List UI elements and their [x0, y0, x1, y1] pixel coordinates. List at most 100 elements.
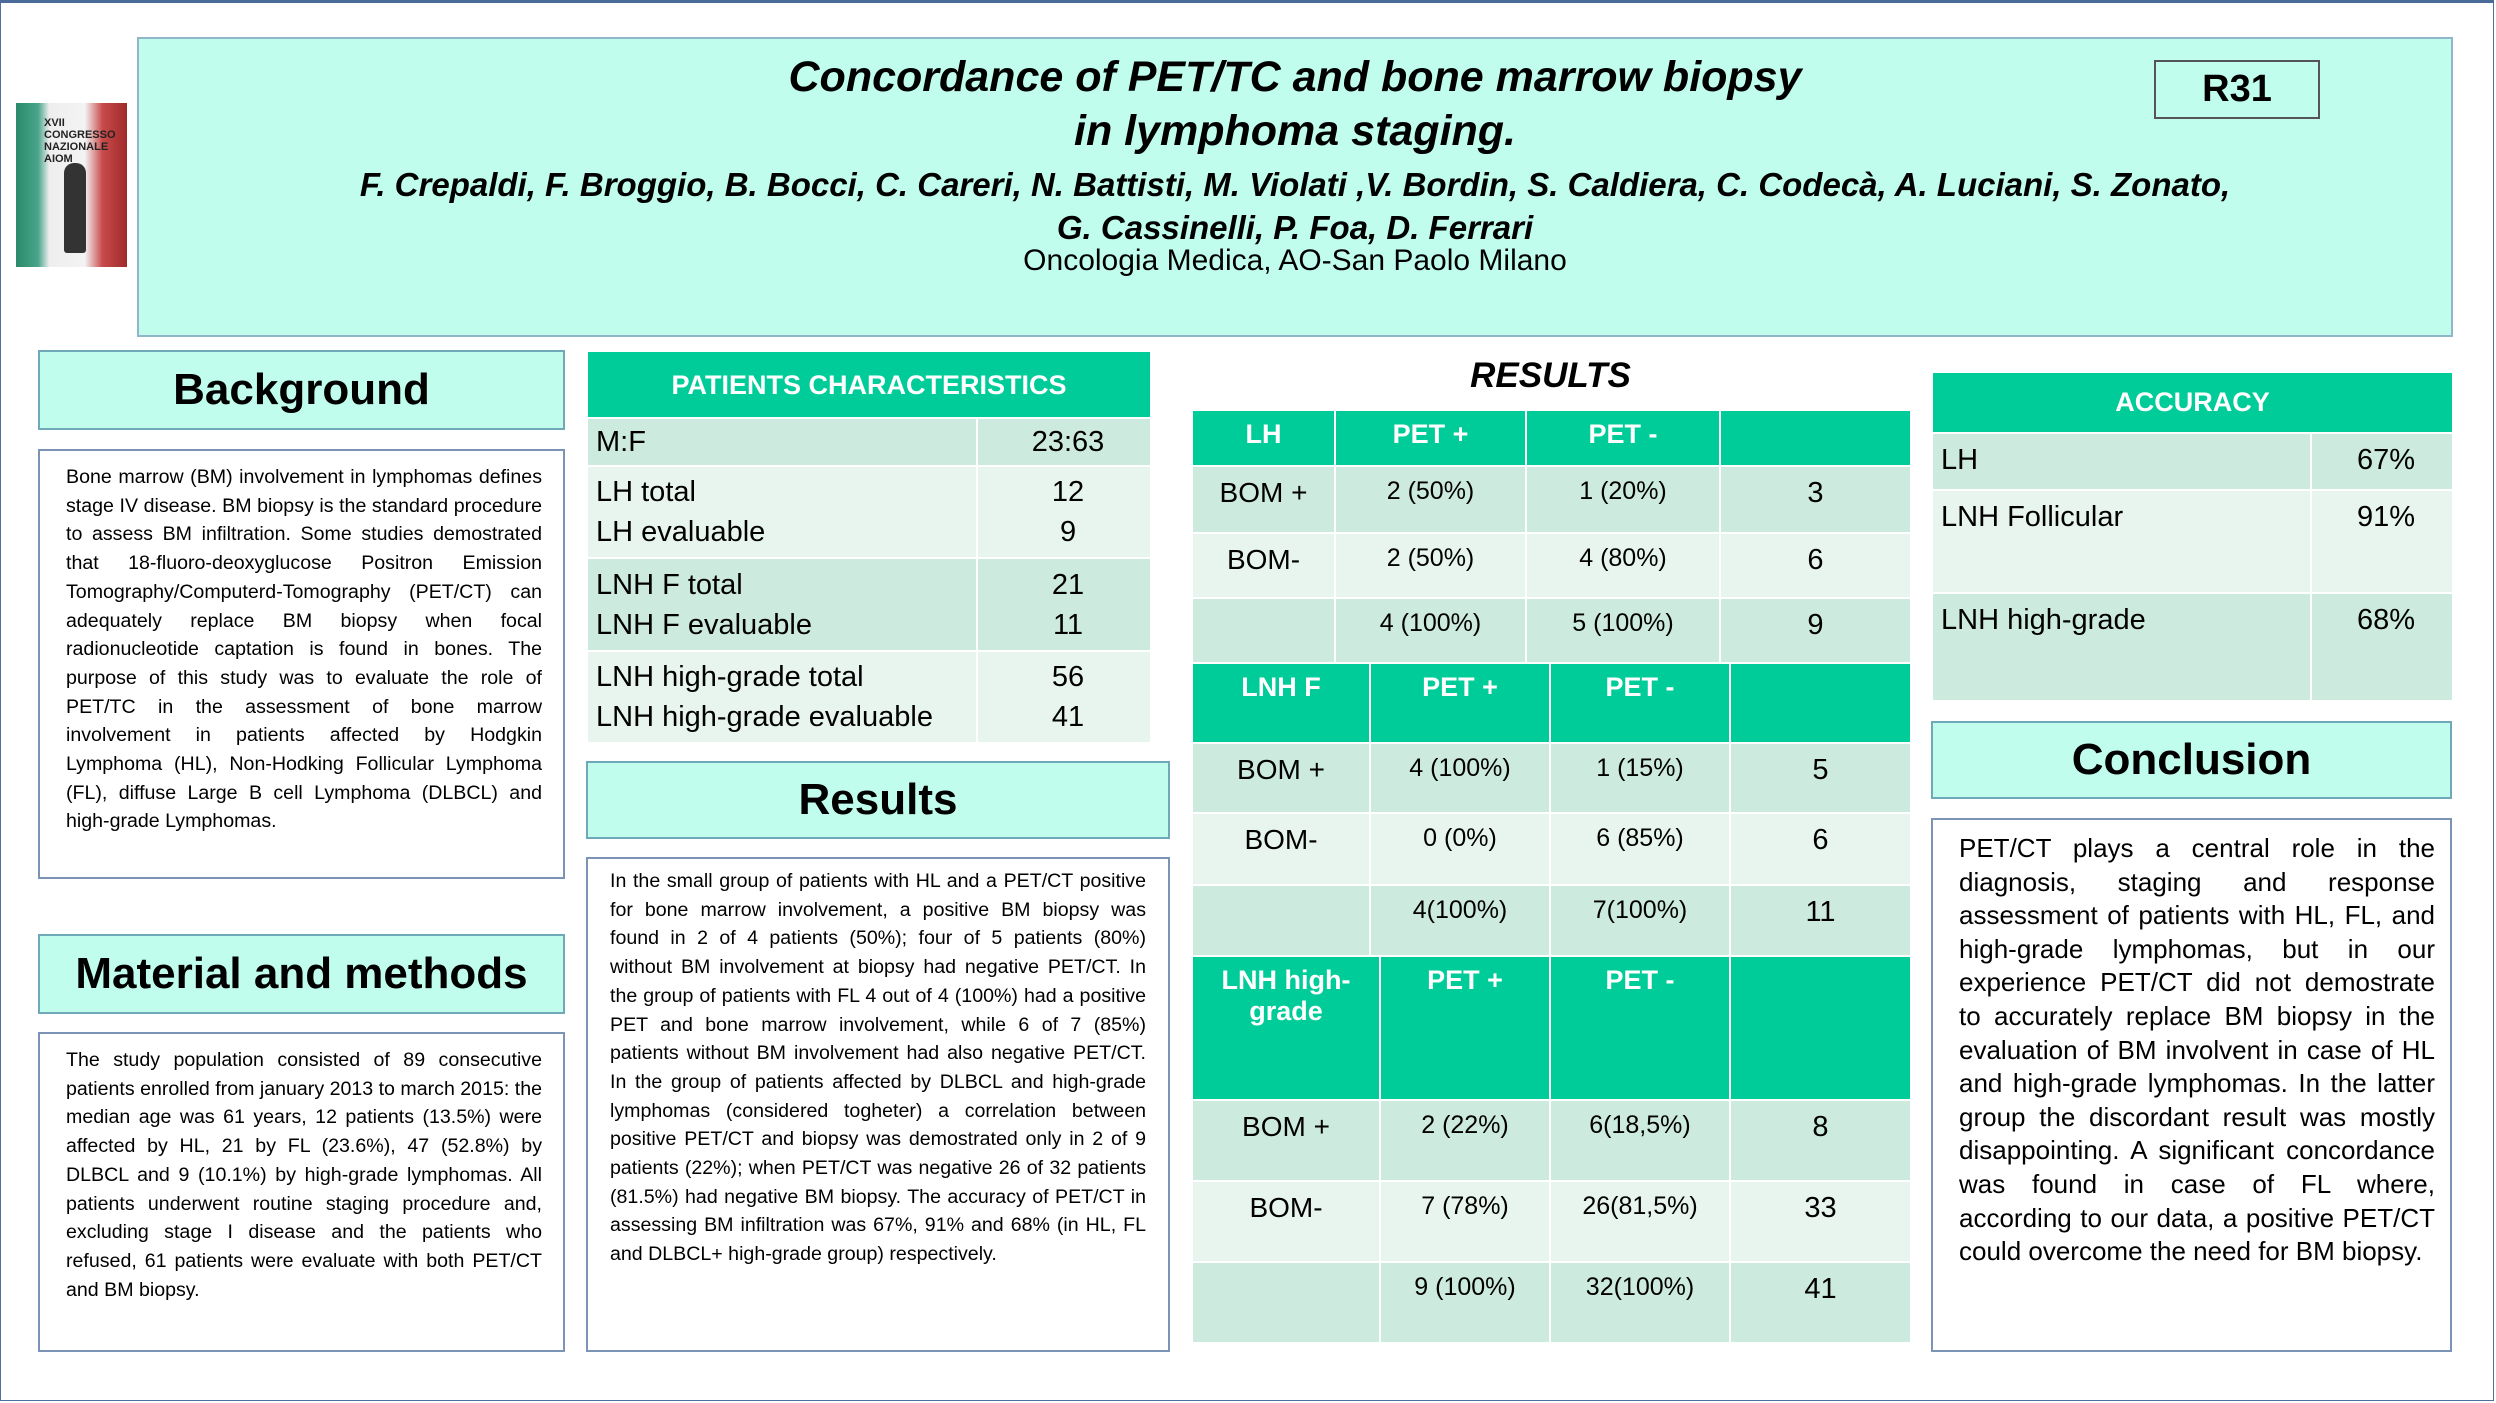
table-cell: 1 (20%) — [1525, 465, 1721, 534]
row-label: BOM + — [1191, 1099, 1381, 1182]
table-row: BOM- 0 (0%) 6 (85%) 6 — [1191, 812, 1912, 886]
results-text-heading: Results — [586, 761, 1170, 839]
logo-text: XVII CONGRESSO NAZIONALE AIOM — [44, 117, 116, 165]
accuracy-table: ACCURACY LH 67% LNH Follicular 91% LNH high-g… — [1931, 371, 2454, 702]
value-line: 56 — [1051, 661, 1085, 693]
table-cell: 9 — [1719, 597, 1912, 664]
row-label: LNH high-grade total LNH high-grade evalu… — [586, 650, 978, 744]
results-table-lnh-high-grade: LNH high-grade PET + PET - BOM +2 (22%) 6(18… — [1191, 955, 1912, 1344]
results-text-box: In the small group of patients with HL a… — [586, 857, 1170, 1352]
column-header — [1729, 662, 1912, 744]
table-header-row: ACCURACY — [1931, 371, 2454, 434]
column-header: PET - — [1525, 409, 1721, 467]
authors-line2: G. Cassinelli, P. Foa, D. Ferrari — [1056, 209, 1534, 246]
background-heading: Background — [38, 350, 565, 430]
affiliation: Oncologia Medica, AO-San Paolo Milano — [1023, 244, 1567, 277]
row-label — [1191, 597, 1336, 664]
table-cell: 4(100%) — [1369, 884, 1551, 957]
results-text: In the small group of patients with HL a… — [610, 870, 1146, 1266]
row-label: BOM- — [1191, 532, 1336, 599]
table-header-row: LH PET + PET - — [1191, 409, 1912, 467]
table-cell: 6 — [1719, 532, 1912, 599]
column-header — [1729, 955, 1912, 1101]
row-label: BOM- — [1191, 812, 1371, 886]
table-cell: 11 — [1729, 884, 1912, 957]
table-cell: 8 — [1729, 1099, 1912, 1182]
row-value: 56 41 — [975, 650, 1153, 744]
results-tables-heading: RESULTS — [1470, 356, 1631, 395]
table-cell: 41 — [1729, 1261, 1912, 1344]
conclusion-heading: Conclusion — [1931, 721, 2452, 799]
table-cell: 4 (100%) — [1369, 742, 1551, 814]
row-value: 23:63 — [975, 417, 1153, 467]
patients-characteristics-table: PATIENTS CHARACTERISTICS M:F 23:63 LH total… — [585, 350, 1153, 744]
label-line: LNH high-grade total — [596, 661, 864, 693]
label-line: LH total — [596, 476, 696, 508]
value-line: 23:63 — [1031, 426, 1105, 458]
table-cell: 6 (85%) — [1549, 812, 1731, 886]
value-line: 9 — [1059, 516, 1077, 548]
conclusion-text: PET/CT plays a central role in the diagn… — [1959, 833, 2435, 1267]
table-header-row: LNH high-grade PET + PET - — [1191, 955, 1912, 1101]
poster-header: Concordance of PET/TC and bone marrow bi… — [137, 37, 2453, 337]
logo-figure-icon — [64, 163, 86, 253]
table-cell: 2 (22%) — [1379, 1099, 1551, 1182]
column-header: PET - — [1549, 955, 1731, 1101]
table-cell: 5 — [1729, 742, 1912, 814]
results-table-lnh-f: LNH F PET + PET - BOM +4 (100%) 1 (15%) 5 BOM-… — [1191, 662, 1912, 957]
row-value: 12 9 — [975, 465, 1153, 559]
row-label — [1191, 1261, 1381, 1344]
table-cell: 4 (100%) — [1334, 597, 1527, 664]
background-text: Bone marrow (BM) involvement in lymphoma… — [66, 466, 542, 833]
row-label: LH — [1931, 432, 2312, 491]
row-value: 91% — [2310, 489, 2454, 594]
table-cell: 3 — [1719, 465, 1912, 534]
table-cell: 7 (78%) — [1379, 1180, 1551, 1263]
authors-line1: F. Crepaldi, F. Broggio, B. Bocci, C. Ca… — [359, 166, 2231, 203]
table-cell: 1 (15%) — [1549, 742, 1731, 814]
congress-logo: XVII CONGRESSO NAZIONALE AIOM — [16, 103, 127, 267]
row-value: 67% — [2310, 432, 2454, 491]
table-row: LH total LH evaluable 12 9 — [586, 465, 1153, 559]
column-header: PET + — [1379, 955, 1551, 1101]
table-cell: 4 (80%) — [1525, 532, 1721, 599]
table-row: BOM +2 (22%) 6(18,5%) 8 — [1191, 1099, 1912, 1182]
label-line: LNH high-grade evaluable — [596, 701, 933, 733]
table-row: BOM +4 (100%) 1 (15%) 5 — [1191, 742, 1912, 814]
label-line: M:F — [596, 426, 646, 458]
table-row: 4 (100%) 5 (100%) 9 — [1191, 597, 1912, 664]
column-header: PET + — [1334, 409, 1527, 467]
row-label: LH total LH evaluable — [586, 465, 978, 559]
methods-text: The study population consisted of 89 con… — [66, 1049, 542, 1301]
table-row: BOM +2 (50%) 1 (20%) 3 — [1191, 465, 1912, 534]
row-label: M:F — [586, 417, 978, 467]
table-cell: 6 — [1729, 812, 1912, 886]
value-line: 12 — [1051, 476, 1085, 508]
row-value: 68% — [2310, 592, 2454, 702]
row-label: LNH Follicular — [1931, 489, 2312, 594]
column-header: PET + — [1369, 662, 1551, 744]
table-header-row: LNH F PET + PET - — [1191, 662, 1912, 744]
row-label: BOM + — [1191, 465, 1336, 534]
column-header: LNH high-grade — [1191, 955, 1381, 1101]
poster-code: R31 — [2154, 60, 2320, 119]
row-label: LNH high-grade — [1931, 592, 2312, 702]
value-line: 11 — [1052, 608, 1084, 641]
table-cell: 33 — [1729, 1180, 1912, 1263]
methods-box: The study population consisted of 89 con… — [38, 1032, 565, 1352]
table-row: LH 67% — [1931, 432, 2454, 491]
column-header: LH — [1191, 409, 1336, 467]
table-row: LNH F total LNH F evaluable 21 11 — [586, 557, 1153, 652]
conclusion-box: PET/CT plays a central role in the diagn… — [1931, 818, 2452, 1352]
table-row: LNH high-grade 68% — [1931, 592, 2454, 702]
background-box: Bone marrow (BM) involvement in lymphoma… — [38, 449, 565, 879]
results-table-lh: LH PET + PET - BOM +2 (50%) 1 (20%) 3 BOM- 2 (5… — [1191, 409, 1912, 664]
column-header: PET - — [1549, 662, 1731, 744]
table-row: BOM- 2 (50%) 4 (80%) 6 — [1191, 532, 1912, 599]
table-row: 9 (100%) 32(100%) 41 — [1191, 1261, 1912, 1344]
accuracy-heading: ACCURACY — [1931, 371, 2454, 434]
table-row: M:F 23:63 — [586, 417, 1153, 467]
table-cell: 2 (50%) — [1334, 532, 1527, 599]
table-cell: 7(100%) — [1549, 884, 1731, 957]
